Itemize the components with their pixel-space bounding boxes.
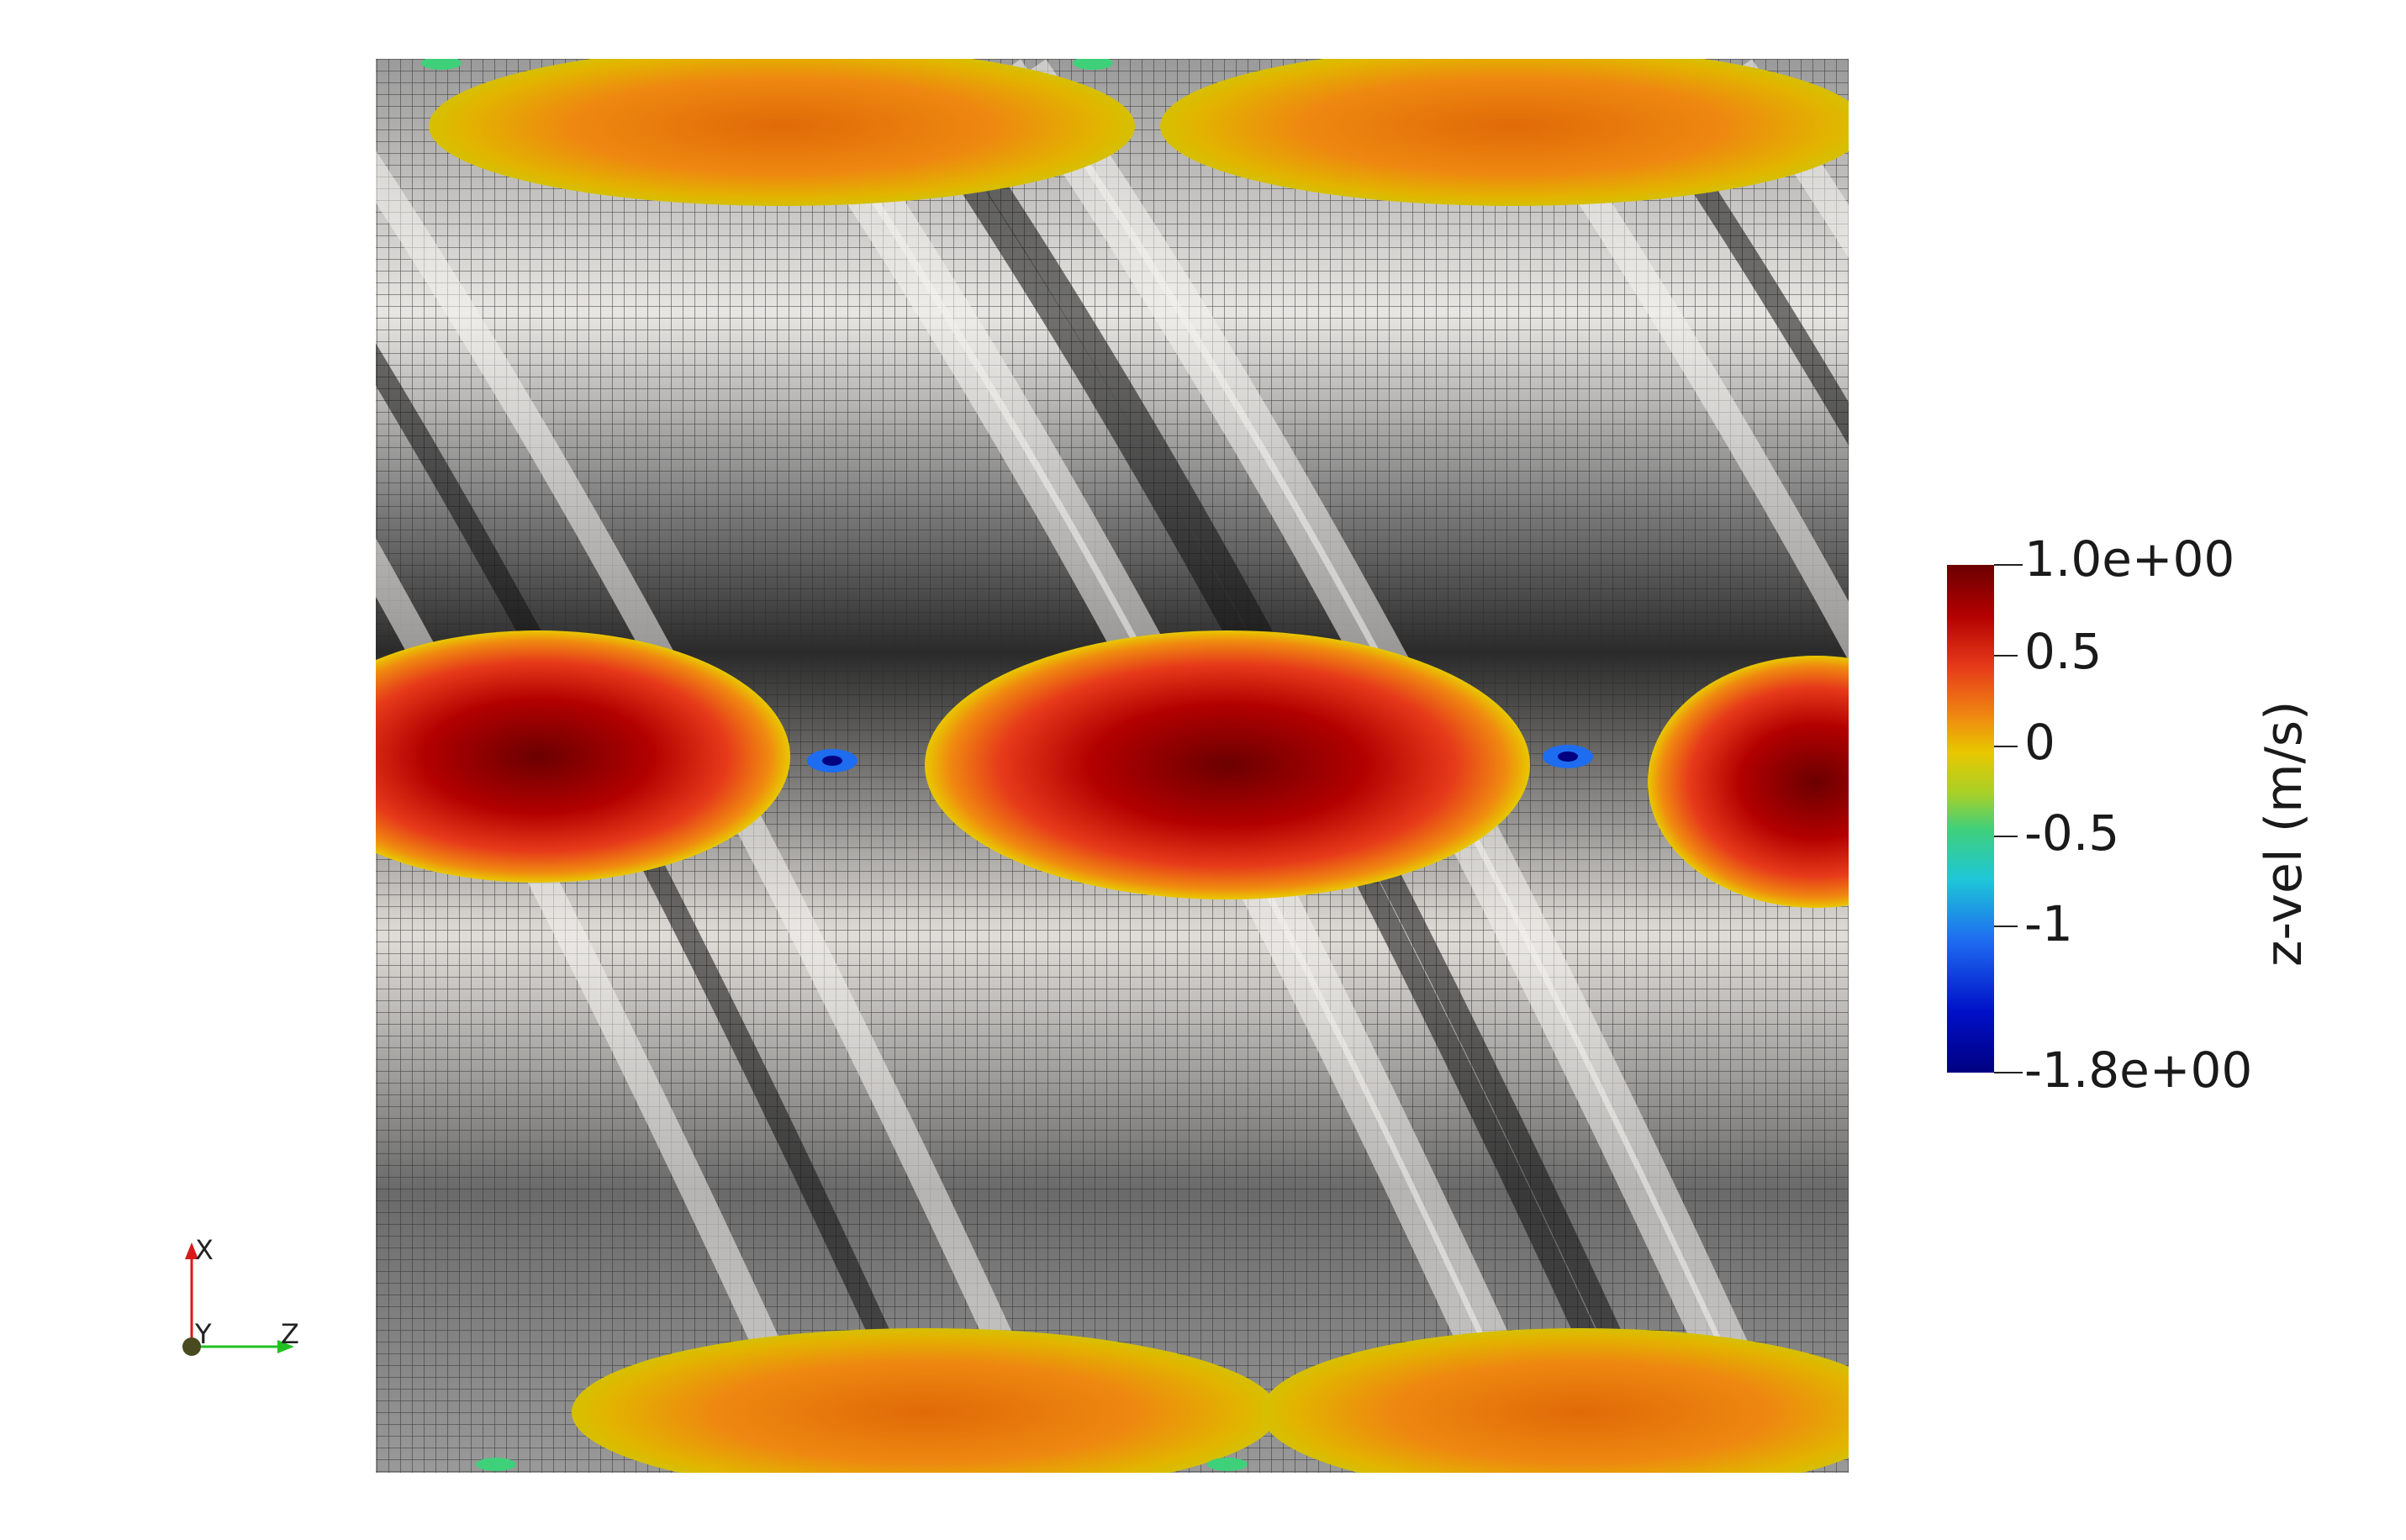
x-axis-label: X	[195, 1234, 214, 1266]
screw-flight-ridge	[1728, 59, 1849, 258]
screw-flight-ridge	[907, 61, 1683, 1473]
flow-region-mid-left	[376, 630, 790, 883]
scalar-bar[interactable]	[1947, 565, 1994, 1073]
tick-label-neg-0-5: -0.5	[2024, 804, 2120, 862]
z-axis-arrow	[277, 1340, 294, 1353]
vortex-spots	[421, 59, 1593, 1471]
scalar-bar-swatch	[1947, 565, 1994, 1073]
y-axis-marker	[182, 1337, 201, 1356]
surface-group	[376, 59, 1849, 1473]
flow-region-top-right	[1160, 59, 1849, 206]
y-axis-label: Y	[195, 1318, 212, 1350]
tick-label-neg-1: -1	[2024, 895, 2073, 952]
tick-label-min: -1.8e+00	[2024, 1042, 2253, 1099]
flow-region-mid-right	[1648, 656, 1849, 908]
screw-flight-ridge	[1613, 61, 1849, 446]
flow-region-bottom-right	[1261, 1328, 1849, 1473]
screw-flight-ridge	[882, 61, 1658, 1473]
tick-label-0: 0	[2024, 714, 2055, 771]
z-axis-label: Z	[281, 1318, 299, 1350]
flow-region-mid-center	[925, 630, 1530, 899]
screw-flight-ridge	[376, 150, 1073, 1473]
screw-flight-ridge	[996, 59, 1779, 1473]
scalar-bar-ticks	[1994, 564, 2023, 1073]
screw-flight-ridge	[376, 343, 952, 1473]
tick-label-0-5: 0.5	[2024, 623, 2103, 680]
screw-flight-ridge	[376, 538, 837, 1473]
tick-label-max: 1.0e+00	[2024, 530, 2235, 588]
flow-region-bottom-left	[572, 1328, 1278, 1473]
scalar-bar-title: z-vel (m/s)	[2255, 700, 2314, 967]
x-axis-arrow	[185, 1242, 198, 1259]
orientation-axes	[182, 1242, 294, 1356]
flow-region-top-left	[429, 59, 1135, 206]
screw-flight-ridge	[1021, 59, 1804, 1473]
